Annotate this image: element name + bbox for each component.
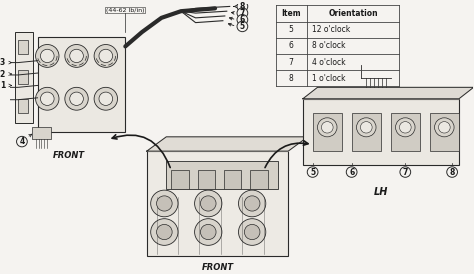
Circle shape (356, 118, 376, 137)
Text: 3: 3 (0, 58, 5, 67)
Circle shape (40, 92, 54, 105)
Circle shape (99, 92, 113, 105)
Circle shape (400, 122, 411, 133)
Text: 1: 1 (0, 81, 5, 90)
Circle shape (237, 1, 248, 12)
Circle shape (237, 21, 248, 32)
Text: LH: LH (374, 187, 388, 197)
Circle shape (201, 196, 216, 211)
Text: 2: 2 (0, 70, 5, 79)
Text: Orientation: Orientation (328, 9, 378, 18)
Circle shape (36, 87, 59, 110)
Bar (352, 113, 381, 151)
Circle shape (156, 196, 172, 211)
Bar (18, 40, 28, 54)
Text: 7: 7 (289, 58, 293, 67)
Circle shape (94, 44, 118, 67)
Text: 1 o'clock: 1 o'clock (311, 74, 345, 83)
Circle shape (318, 118, 337, 137)
Circle shape (438, 122, 450, 133)
Circle shape (65, 87, 88, 110)
Bar (313, 113, 342, 151)
Bar (303, 99, 459, 165)
Bar (37, 37, 125, 132)
Bar (391, 113, 420, 151)
Bar (198, 170, 215, 189)
Circle shape (360, 122, 372, 133)
Circle shape (244, 224, 260, 240)
Bar (15, 32, 33, 122)
Text: 7: 7 (240, 8, 245, 18)
Circle shape (201, 224, 216, 240)
Text: 7: 7 (402, 168, 408, 176)
Polygon shape (147, 137, 308, 151)
Circle shape (65, 44, 88, 67)
Circle shape (395, 118, 415, 137)
Circle shape (0, 80, 8, 91)
Bar (224, 170, 241, 189)
Circle shape (70, 49, 83, 62)
Circle shape (435, 118, 454, 137)
Circle shape (195, 190, 222, 217)
Text: FRONT: FRONT (201, 263, 234, 272)
Circle shape (346, 167, 357, 177)
Text: 6: 6 (240, 15, 245, 24)
Circle shape (400, 167, 410, 177)
Text: 8: 8 (289, 74, 293, 83)
Circle shape (307, 167, 318, 177)
Circle shape (237, 15, 248, 25)
Text: 5: 5 (289, 25, 293, 34)
Circle shape (447, 167, 457, 177)
Bar (166, 161, 279, 189)
Text: 6: 6 (289, 41, 293, 50)
Circle shape (195, 219, 222, 245)
Circle shape (40, 49, 54, 62)
Bar (430, 113, 459, 151)
Polygon shape (303, 87, 474, 99)
Circle shape (0, 57, 8, 68)
Text: 8: 8 (240, 2, 245, 11)
Circle shape (17, 136, 27, 147)
Bar (32, 127, 51, 139)
Circle shape (70, 92, 83, 105)
Circle shape (151, 219, 178, 245)
Bar (147, 151, 288, 256)
Text: 8: 8 (449, 168, 455, 176)
Circle shape (238, 219, 266, 245)
Text: 4 o'clock: 4 o'clock (311, 58, 345, 67)
Text: Item: Item (282, 9, 301, 18)
Circle shape (151, 190, 178, 217)
Bar (18, 70, 28, 84)
Text: 8 o'clock: 8 o'clock (311, 41, 345, 50)
Circle shape (99, 49, 113, 62)
Circle shape (321, 122, 333, 133)
Text: (44-62 lb/in): (44-62 lb/in) (106, 8, 145, 13)
Circle shape (94, 87, 118, 110)
Circle shape (36, 44, 59, 67)
Text: 5: 5 (240, 22, 245, 31)
Text: 5: 5 (310, 168, 315, 176)
Circle shape (156, 224, 172, 240)
Text: 4: 4 (19, 137, 25, 146)
Circle shape (238, 190, 266, 217)
Circle shape (237, 8, 248, 18)
Bar (18, 99, 28, 113)
Circle shape (0, 69, 8, 79)
Bar (171, 170, 189, 189)
Text: 12 o'clock: 12 o'clock (311, 25, 350, 34)
Bar (250, 170, 268, 189)
Circle shape (244, 196, 260, 211)
Text: 6: 6 (349, 168, 354, 176)
Text: FRONT: FRONT (53, 151, 85, 160)
